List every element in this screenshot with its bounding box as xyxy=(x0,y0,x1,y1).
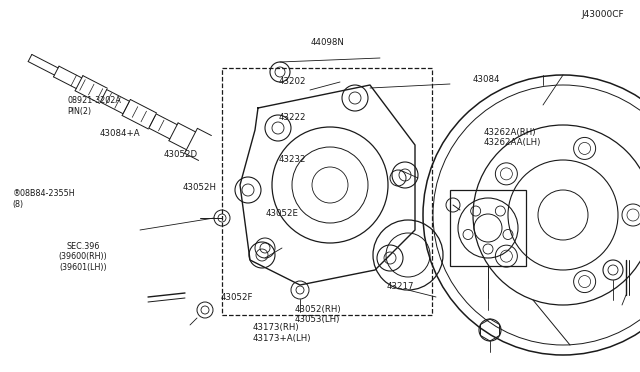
Text: 43202: 43202 xyxy=(278,77,306,86)
Text: 43232: 43232 xyxy=(278,155,306,164)
Text: SEC.396
(39600(RH))
(39601(LH)): SEC.396 (39600(RH)) (39601(LH)) xyxy=(59,242,108,272)
Text: 43084: 43084 xyxy=(473,76,500,84)
Text: 43052(RH)
43053(LH): 43052(RH) 43053(LH) xyxy=(294,305,341,324)
Text: ®08B84-2355H
(8): ®08B84-2355H (8) xyxy=(13,189,76,209)
Text: 43217: 43217 xyxy=(387,282,413,291)
Text: 44098N: 44098N xyxy=(310,38,344,47)
Text: 43173(RH)
43173+A(LH): 43173(RH) 43173+A(LH) xyxy=(253,323,311,343)
Text: 43052D: 43052D xyxy=(163,150,197,159)
Text: 43084+A: 43084+A xyxy=(99,129,140,138)
Text: 43262A(RH)
43262AA(LH): 43262A(RH) 43262AA(LH) xyxy=(483,128,541,147)
Text: 43222: 43222 xyxy=(278,113,306,122)
Text: 43052F: 43052F xyxy=(221,293,253,302)
Text: 43052H: 43052H xyxy=(182,183,216,192)
Text: J43000CF: J43000CF xyxy=(581,10,624,19)
Text: 08921-3202A
PIN(2): 08921-3202A PIN(2) xyxy=(67,96,121,116)
Text: 43052E: 43052E xyxy=(266,209,299,218)
